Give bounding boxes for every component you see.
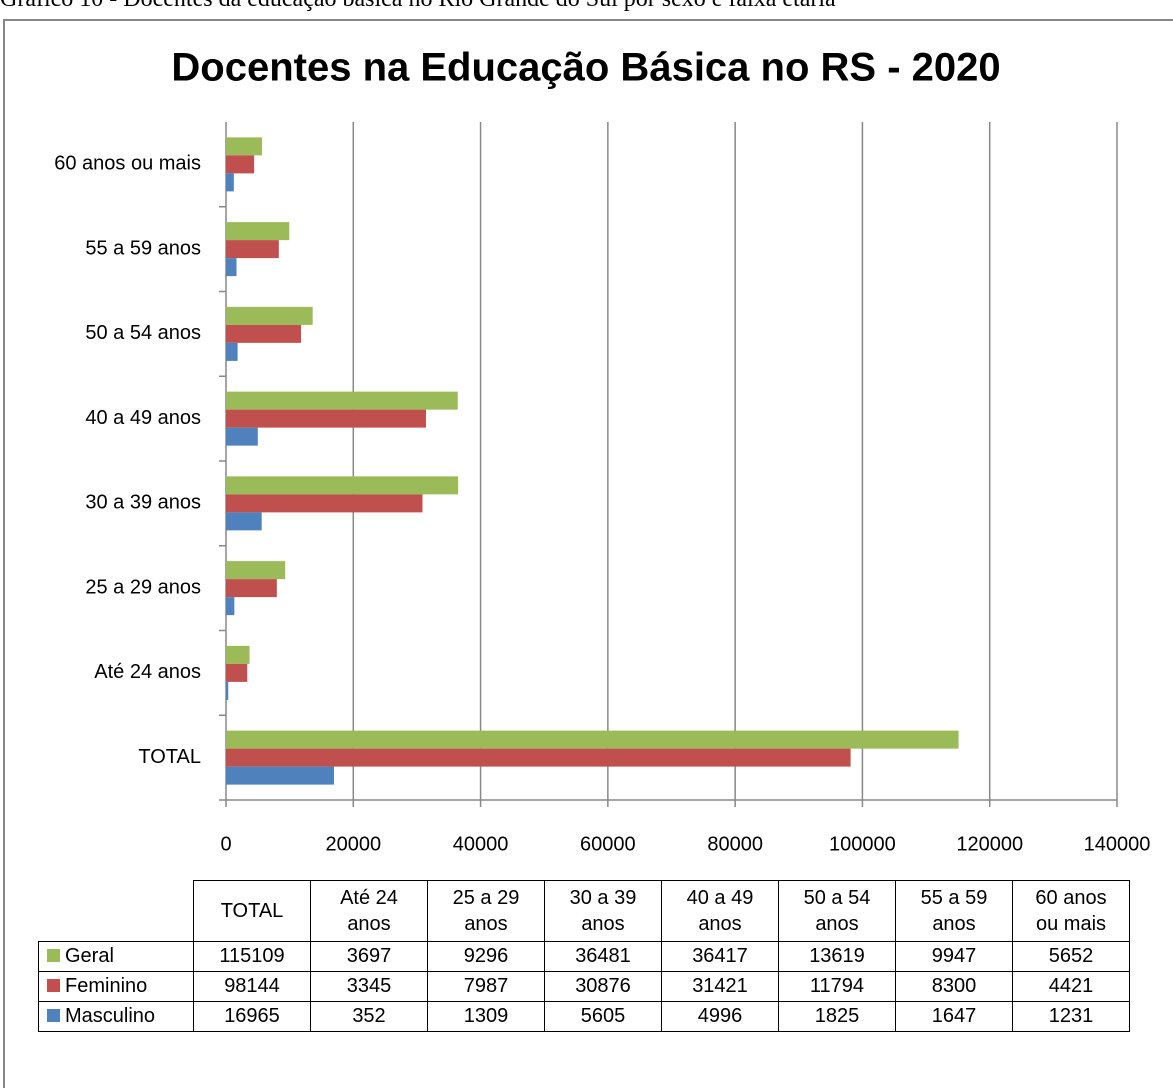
legend-entry: Feminino [38, 971, 194, 1002]
bar [226, 155, 255, 174]
bar [226, 766, 334, 785]
table-corner [38, 880, 194, 942]
x-tick-label: 20000 [325, 833, 381, 855]
table-row: Geral 115109 3697 9296 36481 36417 13619 9947 56… [38, 941, 1130, 972]
table-cell: 11794 [778, 971, 896, 1002]
table-cell: 31421 [661, 971, 779, 1002]
bar [226, 240, 279, 259]
table-header: 60 anos ou mais [1012, 880, 1130, 942]
bar [226, 222, 290, 241]
table-cell: 9296 [427, 941, 545, 972]
legend-swatch [47, 949, 60, 962]
table-cell: 16965 [193, 1001, 311, 1032]
y-tick-label: TOTAL [138, 746, 201, 768]
y-tick-label: 30 a 39 anos [85, 492, 201, 514]
y-tick-label: Até 24 anos [94, 661, 201, 683]
table-cell: 5605 [544, 1001, 662, 1032]
table-cell: 1309 [427, 1001, 545, 1032]
x-tick-label: 140000 [1084, 833, 1151, 855]
table-cell: 30876 [544, 971, 662, 1002]
table-header: 50 a 54 anos [778, 880, 896, 942]
bar [226, 409, 426, 428]
bar [226, 681, 229, 700]
x-tick-label: 120000 [956, 833, 1023, 855]
table-cell: 352 [310, 1001, 428, 1032]
table-header: TOTAL [193, 880, 311, 942]
bar [226, 730, 959, 749]
bar [226, 258, 237, 277]
bar [226, 748, 851, 767]
table-cell: 9947 [895, 941, 1013, 972]
legend-swatch [47, 979, 60, 992]
table-cell: 36481 [544, 941, 662, 972]
legend-label: Geral [65, 945, 114, 967]
table-cell: 36417 [661, 941, 779, 972]
bar [226, 342, 238, 361]
table-row: Feminino 98144 3345 7987 30876 31421 11794 8300… [38, 971, 1130, 1002]
table-header: 30 a 39 anos [544, 880, 662, 942]
bar [226, 476, 459, 495]
table-header: 40 a 49 anos [661, 880, 779, 942]
legend-label: Masculino [65, 1005, 156, 1027]
table-header: Até 24 anos [310, 880, 428, 942]
table-row: Masculino 16965 352 1309 5605 4996 1825 1647 123… [38, 1001, 1130, 1032]
bar [226, 512, 262, 531]
y-tick-label: 60 anos ou mais [54, 153, 201, 175]
y-tick-label: 25 a 29 anos [85, 576, 201, 598]
data-table: TOTAL Até 24 anos 25 a 29 anos 30 a 39 anos… [38, 880, 1130, 1032]
y-tick-label: 50 a 54 anos [85, 322, 201, 344]
y-tick-label: 55 a 59 anos [85, 237, 201, 259]
bar [226, 173, 234, 192]
bar [226, 561, 286, 580]
table-cell: 4996 [661, 1001, 779, 1032]
table-cell: 3697 [310, 941, 428, 972]
bar [226, 137, 262, 156]
table-cell: 1825 [778, 1001, 896, 1032]
table-cell: 3345 [310, 971, 428, 1002]
table-cell: 7987 [427, 971, 545, 1002]
bar [226, 579, 277, 598]
bar [226, 324, 302, 343]
table-cell: 1647 [895, 1001, 1013, 1032]
table-cell: 1231 [1012, 1001, 1130, 1032]
chart-title: Docentes na Educação Básica no RS - 2020 [171, 46, 1000, 90]
legend-entry: Masculino [38, 1001, 194, 1032]
table-header: 25 a 29 anos [427, 880, 545, 942]
table-cell: 4421 [1012, 971, 1130, 1002]
table-header-row: TOTAL Até 24 anos 25 a 29 anos 30 a 39 anos… [38, 880, 1130, 942]
legend-entry: Geral [38, 941, 194, 972]
table-cell: 5652 [1012, 941, 1130, 972]
x-tick-label: 40000 [453, 833, 509, 855]
table-cell: 115109 [193, 941, 311, 972]
bar [226, 597, 235, 616]
bar [226, 494, 423, 513]
x-tick-label: 80000 [707, 833, 763, 855]
legend-label: Feminino [65, 975, 148, 997]
chart-frame [3, 19, 1173, 1088]
x-tick-label: 100000 [829, 833, 896, 855]
bar [226, 391, 458, 410]
legend-swatch [47, 1009, 60, 1022]
caption: Gráfico 10 - Docentes da educação básica… [0, 0, 836, 13]
table-cell: 98144 [193, 971, 311, 1002]
bar [226, 306, 313, 325]
table-cell: 13619 [778, 941, 896, 972]
bar [226, 645, 250, 664]
table-header: 55 a 59 anos [895, 880, 1013, 942]
table-cell: 8300 [895, 971, 1013, 1002]
y-tick-label: 40 a 49 anos [85, 407, 201, 429]
bar [226, 663, 248, 682]
x-tick-label: 60000 [580, 833, 636, 855]
bar [226, 427, 258, 446]
x-tick-label: 0 [220, 833, 231, 855]
